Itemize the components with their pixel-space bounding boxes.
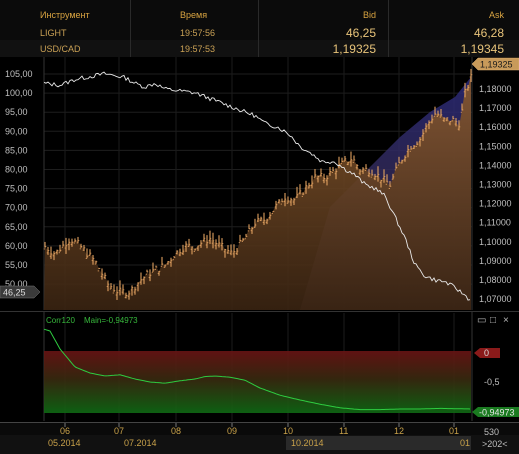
- right-current-marker: 1,19325: [471, 57, 519, 71]
- date-label: 01: [460, 438, 470, 448]
- light-price-bars: [43, 68, 473, 300]
- bid-price: 1,19325: [332, 42, 376, 56]
- header-bid[interactable]: Bid: [362, 10, 376, 20]
- left-axis-tick: 80,00: [5, 165, 28, 175]
- quote-table: Инструмент Время Bid Ask LIGHT 19:57:56 …: [0, 0, 519, 58]
- header-ask[interactable]: Ask: [488, 10, 504, 20]
- right-price-axis: 1,18000 1,17000 1,16000 1,15000 1,14000 1,130…: [479, 84, 512, 304]
- ask-price: 1,19345: [460, 42, 504, 56]
- corr-line: [43, 328, 471, 411]
- date-label: 07.2014: [124, 438, 157, 448]
- header-time[interactable]: Время: [180, 10, 208, 20]
- month-label: 09: [227, 426, 237, 436]
- ask-price: 46,28: [473, 26, 504, 40]
- right-axis-tick: 1,11000: [479, 218, 511, 228]
- right-axis-tick: 1,09000: [479, 256, 512, 266]
- corr-current-value: -0,94973: [479, 408, 515, 418]
- month-label: 10: [283, 426, 293, 436]
- column-divider: [388, 0, 389, 57]
- header-instrument[interactable]: Инструмент: [40, 10, 90, 20]
- close-panel-icon[interactable]: ×: [503, 315, 509, 326]
- month-ticks: 06 07 08 09 10 11 12 01: [60, 423, 459, 436]
- instrument-name: LIGHT: [40, 28, 67, 38]
- left-axis-tick: 60,00: [5, 241, 28, 251]
- corr-zero-value: 0: [484, 348, 489, 358]
- left-axis-tick: 70,00: [5, 203, 28, 213]
- date-label: 05.2014: [48, 438, 81, 448]
- month-label: 08: [171, 426, 181, 436]
- column-divider: [258, 0, 259, 57]
- right-axis-tick: 1,13000: [479, 180, 512, 190]
- time-axis: 06 07 08 09 10 11 12 01 05.2014 07.2014 10.2014…: [0, 422, 519, 454]
- scroll-thumb[interactable]: [286, 436, 471, 450]
- right-axis-tick: 1,16000: [479, 122, 512, 132]
- left-axis-tick: 55,00: [5, 260, 28, 270]
- month-label: 07: [114, 426, 124, 436]
- quote-row-light[interactable]: LIGHT 19:57:56 46,25 46,28: [0, 24, 519, 42]
- bid-price: 46,25: [345, 26, 376, 40]
- left-current-value: 46,25: [3, 288, 26, 298]
- left-axis-tick: 105,00: [5, 69, 33, 79]
- bar-count: 530: [484, 427, 499, 437]
- date-label: 10.2014: [291, 438, 324, 448]
- right-axis-tick: 1,14000: [479, 160, 512, 170]
- right-axis-tick: 1,08000: [479, 275, 512, 285]
- left-axis-tick: 100,00: [5, 88, 33, 98]
- correlation-chart[interactable]: Corr120 Main=-0,94973 -0,5 0 -0,94973: [0, 311, 519, 421]
- right-current-value: 1,19325: [480, 60, 513, 70]
- month-label: 12: [394, 426, 404, 436]
- quote-row-usdcad[interactable]: USD/CAD 19:57:53 1,19325 1,19345: [0, 40, 519, 58]
- column-divider: [130, 0, 131, 57]
- minimize-panel-icon[interactable]: ▭: [477, 315, 487, 326]
- left-axis-tick: 95,00: [5, 107, 28, 117]
- right-axis-tick: 1,15000: [479, 141, 512, 151]
- right-axis-tick: 1,07000: [479, 294, 512, 304]
- visible-range[interactable]: >202<: [482, 439, 508, 449]
- corr-zero-marker: 0: [474, 348, 500, 358]
- price-chart[interactable]: 105,00 100,00 95,00 90,00 85,00 80,00 75,00 70,…: [0, 57, 519, 310]
- quote-header-row: Инструмент Время Bid Ask: [0, 6, 519, 24]
- instrument-name: USD/CAD: [40, 44, 81, 54]
- left-axis-tick: 90,00: [5, 126, 28, 136]
- light-area: [44, 74, 471, 310]
- corr-axis: -0,5: [484, 377, 500, 387]
- quote-time: 19:57:53: [180, 44, 216, 54]
- maximize-panel-icon[interactable]: □: [490, 315, 497, 326]
- corr-main-value-label: Main=-0,94973: [84, 316, 138, 325]
- usdcad-line: [43, 71, 471, 301]
- corr-current-marker: -0,94973: [472, 407, 519, 418]
- left-price-axis: 105,00 100,00 95,00 90,00 85,00 80,00 75,00 70,…: [5, 69, 33, 289]
- month-label: 06: [60, 426, 70, 436]
- left-axis-tick: 85,00: [5, 145, 28, 155]
- right-axis-tick: 1,17000: [479, 103, 512, 113]
- corr-axis-tick: -0,5: [484, 377, 500, 387]
- right-axis-tick: 1,12000: [479, 199, 512, 209]
- month-label: 11: [339, 426, 348, 436]
- left-axis-tick: 65,00: [5, 222, 28, 232]
- left-current-marker: 46,25: [0, 285, 41, 299]
- left-axis-tick: 75,00: [5, 184, 28, 194]
- quote-time: 19:57:56: [180, 28, 216, 38]
- corr-band: [44, 351, 471, 413]
- left-axis-tick: 50,00: [5, 279, 28, 289]
- right-axis-tick: 1,18000: [479, 84, 512, 94]
- corr-indicator-label: Corr120: [46, 316, 75, 325]
- right-axis-tick: 1,10000: [479, 237, 512, 247]
- month-label: 01: [449, 426, 459, 436]
